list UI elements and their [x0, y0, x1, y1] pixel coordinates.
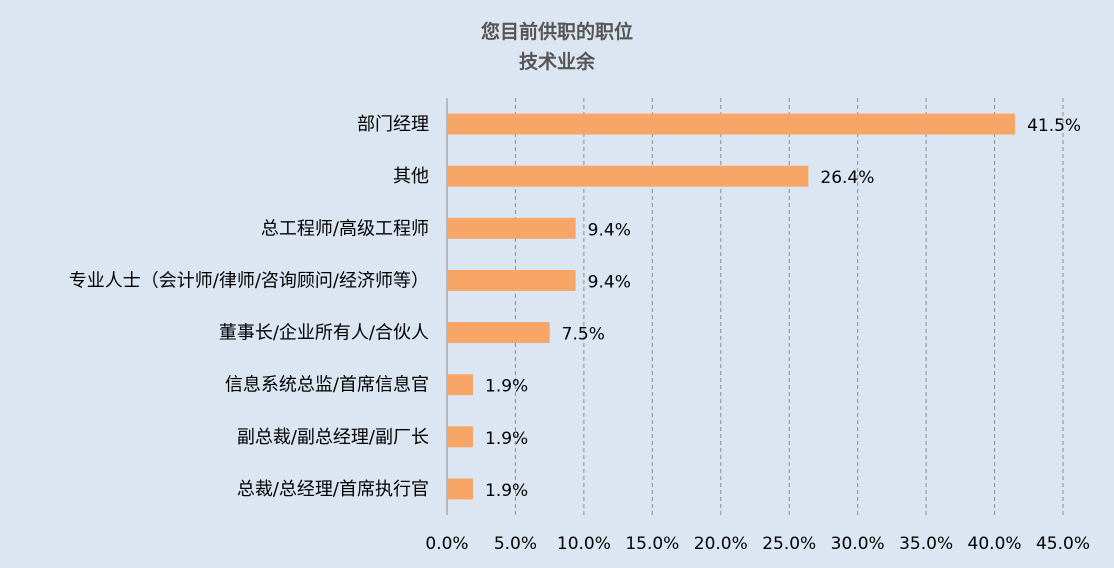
- data-label: 1.9%: [485, 377, 528, 397]
- category-label: 专业人士（会计师/律师/咨询顾问/经济师等）: [69, 270, 429, 291]
- data-label: 1.9%: [485, 429, 528, 449]
- x-tick-label: 40.0%: [968, 534, 1022, 554]
- x-tick-label: 15.0%: [625, 534, 679, 554]
- category-label: 副总裁/副总经理/副厂长: [237, 427, 429, 448]
- bar: [447, 426, 474, 448]
- x-tick-label: 10.0%: [557, 534, 611, 554]
- category-label: 其他: [393, 166, 429, 187]
- bar: [447, 478, 474, 500]
- data-label: 9.4%: [588, 220, 631, 240]
- data-label: 7.5%: [562, 325, 605, 345]
- bar: [447, 322, 550, 344]
- data-label: 41.5%: [1027, 116, 1081, 136]
- data-label: 9.4%: [588, 272, 631, 292]
- data-label: 1.9%: [485, 481, 528, 501]
- x-tick-label: 35.0%: [899, 534, 953, 554]
- category-label: 信息系统总监/首席信息官: [225, 375, 429, 396]
- bar: [447, 165, 809, 187]
- chart-subtitle: 技术业余: [518, 51, 595, 73]
- x-tick-label: 30.0%: [831, 534, 885, 554]
- category-label: 部门经理: [357, 114, 429, 135]
- category-label: 董事长/企业所有人/合伙人: [219, 323, 429, 344]
- bar: [447, 269, 576, 291]
- x-tick-label: 5.0%: [494, 534, 537, 554]
- x-tick-label: 0.0%: [425, 534, 468, 554]
- bar: [447, 217, 576, 239]
- x-tick-label: 45.0%: [1036, 534, 1090, 554]
- x-tick-label: 25.0%: [762, 534, 816, 554]
- data-label: 26.4%: [820, 168, 874, 188]
- bar: [447, 113, 1016, 135]
- category-label: 总裁/总经理/首席执行官: [237, 479, 429, 500]
- chart-title: 您目前供职的职位: [480, 21, 633, 43]
- category-label: 总工程师/高级工程师: [261, 218, 429, 239]
- bar: [447, 374, 474, 396]
- x-tick-label: 20.0%: [694, 534, 748, 554]
